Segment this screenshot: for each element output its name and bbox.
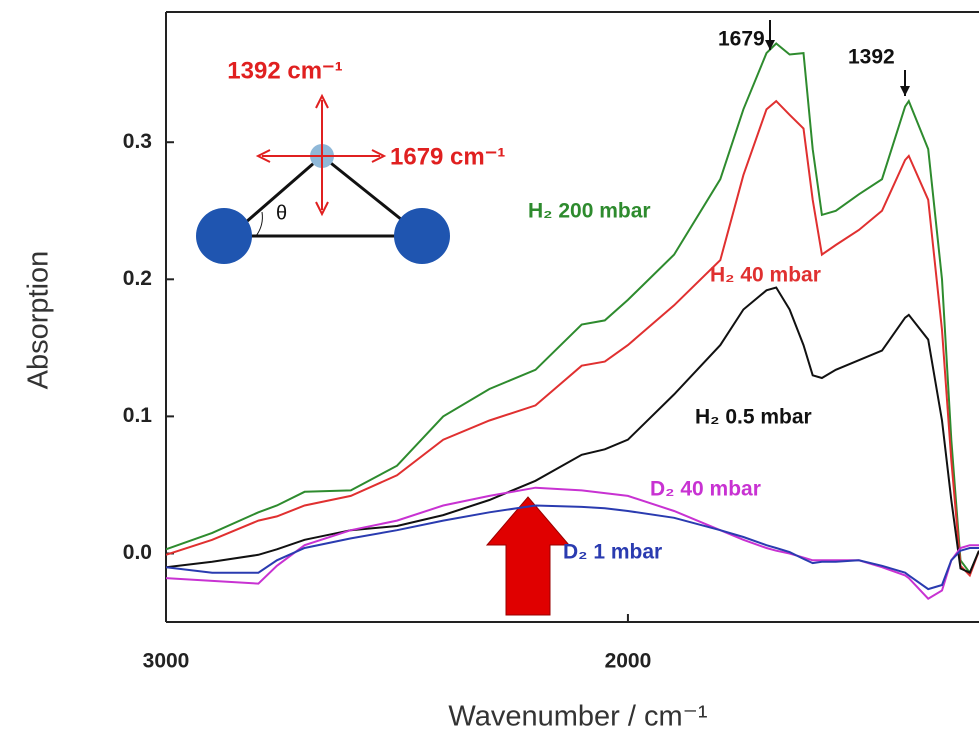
inset-label: 1679 cm⁻¹ [390,143,505,170]
series-line [166,504,979,591]
series-label: D₂ 40 mbar [650,478,761,501]
atom [196,208,252,264]
inset-molecule: 1392 cm⁻¹ 1679 cm⁻¹ θ [196,57,505,264]
y-tick-label: 0.1 [123,404,153,427]
series-line [166,99,979,578]
y-axis-label: Absorption [23,251,55,390]
series-label: D₂ 1 mbar [563,541,662,564]
series-line [166,486,979,600]
angle-label: θ [276,202,287,224]
angle-arc [255,211,263,237]
series-label: H₂ 0.5 mbar [695,406,812,429]
atom [394,208,450,264]
y-tick-label: 0.0 [123,541,152,564]
annotation-arrowhead [765,40,775,50]
annotation: 1392 [848,46,895,69]
x-tick-label: 3000 [143,650,190,673]
series-line [166,42,979,575]
arrowheads [255,93,387,217]
series-label: H₂ 200 mbar [528,200,651,223]
annotation-arrowhead [900,86,910,96]
inset-label: 1392 cm⁻¹ [227,57,342,84]
series-label: H₂ 40 mbar [710,264,821,287]
big-arrow [485,496,571,616]
axes [165,11,979,623]
y-tick-label: 0.3 [123,130,152,153]
x-tick-label: 2000 [605,650,652,673]
y-tick-label: 0.2 [123,267,152,290]
annotation: 1679 [718,28,765,51]
x-axis-label: Wavenumber / cm⁻¹ [448,701,708,733]
series-line [166,286,979,575]
